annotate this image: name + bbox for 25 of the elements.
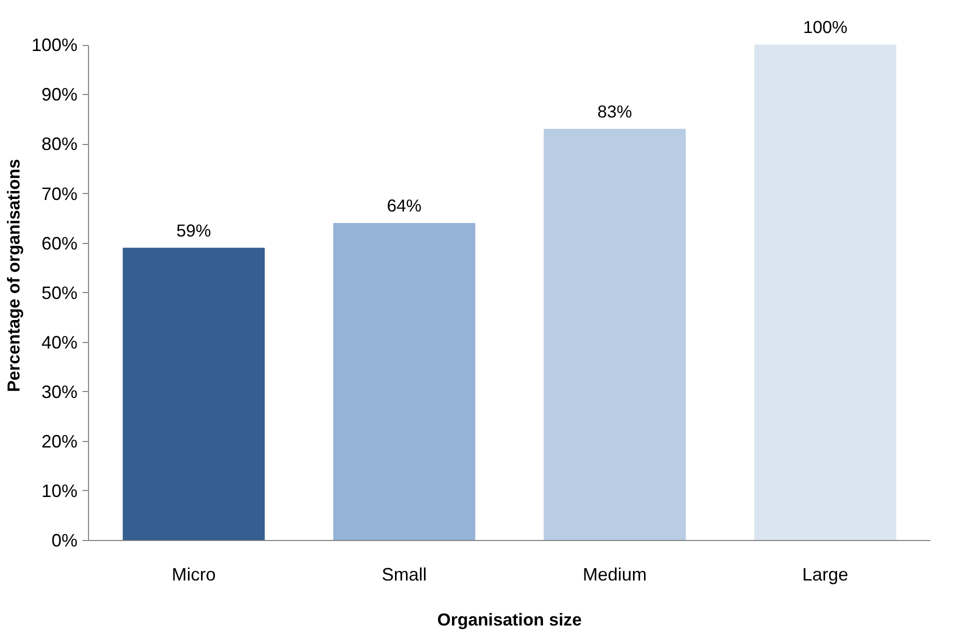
y-tick-label: 90% [41, 84, 78, 105]
bar [754, 44, 896, 540]
y-tick-label: 20% [41, 431, 78, 452]
y-axis-title: Percentage of organisations [3, 158, 24, 392]
y-tick-label: 100% [31, 35, 78, 56]
data-label: 64% [386, 195, 422, 216]
y-tick-label: 50% [41, 282, 78, 303]
bar [122, 248, 265, 540]
y-tick-label: 40% [41, 332, 78, 352]
x-tick-label: Micro [172, 564, 216, 584]
x-tick-label: Large [802, 564, 848, 584]
y-tick-label: 10% [41, 480, 78, 501]
x-tick-label: Medium [582, 564, 647, 584]
data-label: 100% [803, 17, 848, 38]
x-axis-title: Organisation size [437, 610, 582, 630]
bar [544, 128, 686, 540]
y-tick-label: 80% [41, 134, 78, 154]
data-label: 59% [176, 220, 212, 240]
y-tick-label: 30% [41, 382, 78, 402]
y-tick-label: 70% [41, 184, 78, 204]
y-tick-label: 0% [51, 530, 78, 550]
data-label: 83% [597, 101, 632, 122]
x-tick-label: Small [382, 564, 427, 584]
y-tick-label: 60% [41, 233, 78, 254]
bar [333, 222, 476, 540]
